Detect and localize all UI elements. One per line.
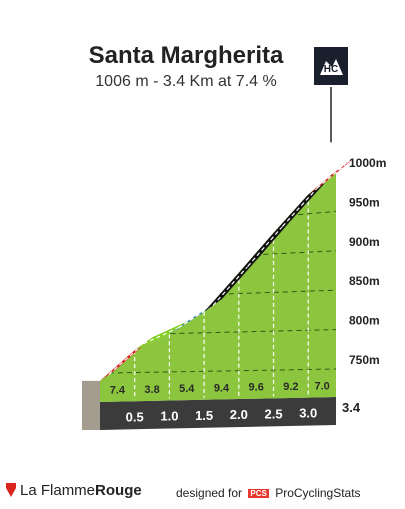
gradient-label: 7.4: [110, 385, 126, 397]
road-centerline: [282, 187, 318, 227]
profile-side-face: [82, 380, 100, 430]
brand-left-text: La Flamme: [20, 482, 96, 499]
chart-labels: 7.4 3.8 5.4 9.4 9.6 9.2 7.0 0.5 1.0 1.5 2.0 2.5 3.0 3…: [110, 156, 387, 424]
road-centerline: [212, 265, 249, 306]
profile-base: [82, 380, 336, 430]
elevation-tick-label: 800m: [349, 314, 380, 328]
road-centerline: [316, 164, 346, 189]
gradient-label: 9.2: [283, 381, 298, 393]
elevation-tick-label: 900m: [349, 235, 380, 249]
mountain-icon: [320, 59, 343, 75]
road-centerline: [247, 225, 283, 267]
grid-line: [108, 368, 337, 374]
brand-right-text: Rouge: [95, 482, 142, 499]
road-segment: [238, 219, 292, 273]
profile-fill: [100, 171, 336, 402]
profile-base-bar: [100, 397, 336, 430]
la-flamme-rouge-logo: La FlammeRouge: [6, 482, 142, 499]
chart-title: Santa Margherita: [88, 42, 284, 69]
distance-label: 2.5: [264, 406, 282, 421]
distance-label: 0.5: [126, 409, 144, 424]
gradient-label: 3.8: [144, 384, 159, 396]
designed-for-credit: designed for PCS ProCyclingStats: [176, 486, 361, 500]
profile-area: [100, 171, 336, 402]
flame-flag-icon: [6, 483, 16, 497]
pcs-site-name: ProCyclingStats: [275, 486, 361, 500]
category-badge: HC: [314, 47, 348, 143]
elevation-tick-label: 850m: [349, 274, 380, 288]
distance-label: 1.0: [160, 409, 178, 424]
road-segment: [273, 181, 327, 233]
distance-label: 3.0: [299, 406, 317, 421]
road-segment: [134, 321, 188, 351]
gradient-label: 5.4: [179, 383, 195, 395]
gradient-label: 7.0: [314, 380, 329, 392]
pcs-logo-mark: PCS: [248, 489, 269, 498]
grid-line: [219, 289, 337, 295]
elevation-tick-label: 950m: [349, 195, 380, 209]
elevation-tick-label: 1000m: [349, 156, 386, 170]
badge-label: HC: [324, 64, 338, 75]
designed-for-text: designed for: [176, 486, 243, 500]
chart-subtitle: 1006 m - 3.4 Km at 7.4 %: [95, 73, 277, 90]
gradient-label: 9.4: [214, 382, 230, 394]
road-segments: [100, 158, 354, 381]
road-segment: [204, 259, 257, 312]
road-centerline: [143, 327, 179, 345]
distance-label: 3.4: [342, 400, 361, 415]
road-centerline: [108, 343, 145, 375]
elevation-tick-label: 750m: [349, 353, 380, 367]
grid-line: [289, 210, 337, 216]
grid-line: [254, 250, 337, 256]
distance-label: 1.5: [195, 408, 213, 423]
gradient-label: 9.6: [249, 382, 264, 394]
distance-label: 2.0: [230, 407, 248, 422]
